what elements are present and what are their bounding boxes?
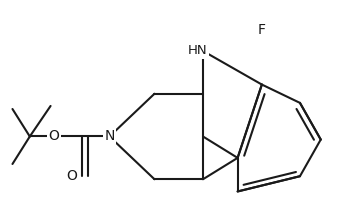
Text: O: O [48,129,59,143]
Text: N: N [104,129,115,143]
Text: HN: HN [188,44,207,58]
Text: O: O [66,169,77,183]
Text: F: F [258,23,266,37]
